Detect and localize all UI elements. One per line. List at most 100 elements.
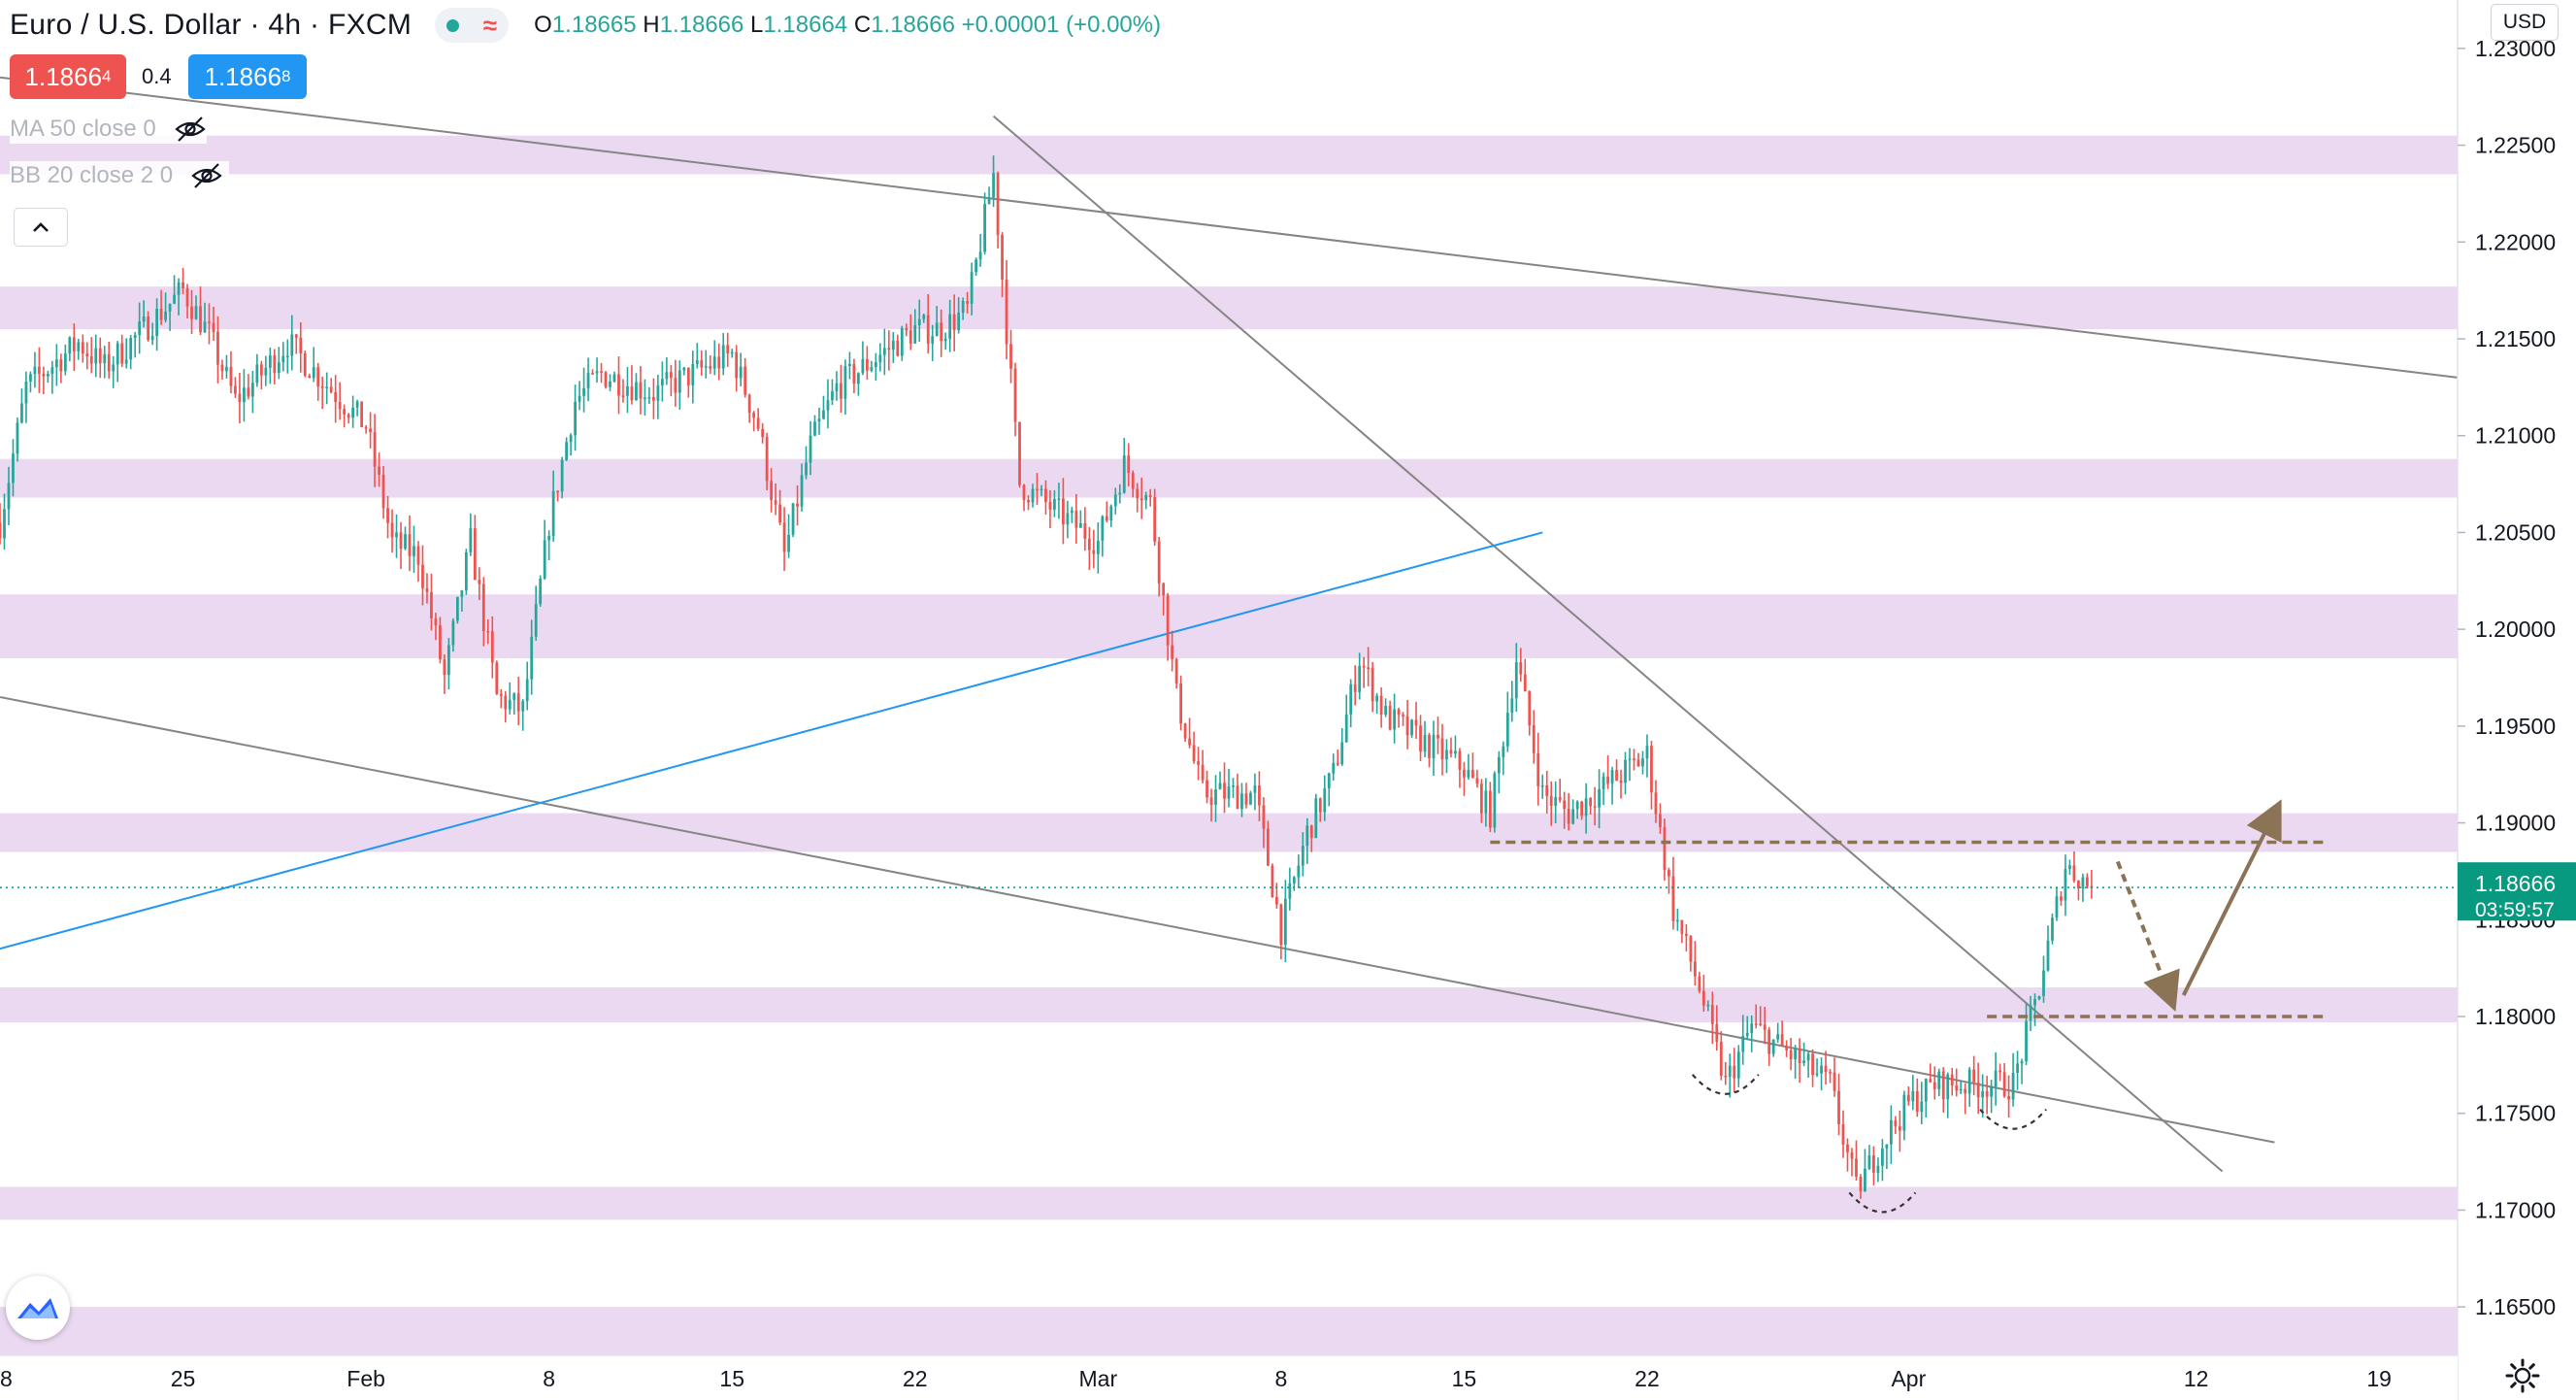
candle-body <box>1745 1032 1749 1037</box>
candle-body <box>970 272 974 304</box>
candle-body <box>203 321 207 333</box>
candle-body <box>490 631 494 663</box>
candle-body <box>1841 1123 1845 1145</box>
candle-body <box>1671 876 1675 921</box>
change-value: +0.00001 (+0.00%) <box>961 12 1162 38</box>
sell-button[interactable]: 1.1866 4 <box>10 54 126 99</box>
candle-body <box>1153 497 1157 542</box>
x-tick-label: 25 <box>171 1366 196 1391</box>
candle-body <box>1850 1151 1854 1159</box>
candle-body <box>586 373 590 388</box>
candle-body <box>2064 869 2067 901</box>
candle-body <box>1759 1023 1763 1025</box>
candle-body <box>1223 783 1226 799</box>
interval-label[interactable]: 4h <box>268 9 302 41</box>
candle-body <box>644 397 646 400</box>
candle-body <box>1741 1036 1745 1052</box>
candle-body <box>1806 1053 1810 1061</box>
candle-body <box>273 355 277 374</box>
candle-body <box>1567 809 1570 824</box>
indicator-bb[interactable]: BB 20 close 2 0 <box>10 161 230 190</box>
y-tick-label: 1.19000 <box>2475 811 2556 836</box>
buy-button[interactable]: 1.1866 8 <box>188 54 307 99</box>
candle-body <box>765 437 769 482</box>
symbol-name[interactable]: Euro / U.S. Dollar <box>10 9 242 41</box>
candle-body <box>1305 825 1309 847</box>
candle-body <box>168 303 172 312</box>
market-status-button[interactable]: ≈ <box>435 8 510 43</box>
candle-body <box>1227 786 1231 799</box>
candle-body <box>1820 1065 1823 1074</box>
candle-body <box>1523 674 1527 692</box>
candle-body <box>1479 783 1483 814</box>
candle-body <box>582 387 585 396</box>
tradingview-logo[interactable] <box>6 1276 70 1340</box>
candle-body <box>774 500 777 505</box>
spread-value: 0.4 <box>142 64 172 88</box>
candle-body <box>138 321 142 335</box>
candle-body <box>150 336 154 341</box>
candle-body <box>98 348 102 364</box>
wave-icon: ≈ <box>482 10 497 40</box>
candle-body <box>116 343 119 365</box>
candle-body <box>1367 667 1371 669</box>
candle-body <box>730 351 734 354</box>
indicator-ma[interactable]: MA 50 close 0 <box>10 115 207 144</box>
candle-body <box>896 340 900 356</box>
sr-zone-1 <box>0 286 2458 330</box>
candle-body <box>1240 793 1243 810</box>
candle-body <box>1018 421 1021 485</box>
candle-body <box>1402 715 1404 717</box>
candle-body <box>534 604 538 637</box>
candle-body <box>225 366 228 372</box>
candle-body <box>1192 745 1196 761</box>
candle-body <box>1179 683 1183 724</box>
y-tick-label: 1.19500 <box>2475 714 2556 739</box>
candle-body <box>917 318 921 326</box>
candle-body <box>1946 1074 1950 1100</box>
candle-body <box>508 699 512 710</box>
candle-body <box>1528 691 1532 726</box>
candle-body <box>1767 1029 1771 1054</box>
candle-body <box>1066 513 1070 525</box>
candle-body <box>805 462 808 476</box>
candle-body <box>1127 455 1131 474</box>
candle-body <box>1148 494 1152 498</box>
candle-body <box>1668 870 1670 877</box>
candle-body <box>943 338 947 342</box>
candle-body <box>1780 1034 1784 1047</box>
buy-price: 1.1866 <box>204 61 282 91</box>
candle-body <box>1802 1060 1805 1063</box>
candle-body <box>905 328 908 331</box>
x-tick-label: 22 <box>1635 1366 1660 1391</box>
candle-body <box>1279 904 1283 946</box>
candle-body <box>2060 896 2063 901</box>
candle-body <box>1044 488 1047 503</box>
candle-body <box>1074 510 1078 528</box>
candle-body <box>865 358 869 371</box>
collapse-legend-button[interactable] <box>14 208 68 247</box>
candle-body <box>983 204 986 252</box>
candle-body <box>726 345 730 353</box>
candle-body <box>852 363 856 384</box>
candle-body <box>721 345 725 369</box>
candle-body <box>752 413 756 418</box>
eye-off-icon[interactable] <box>174 115 207 144</box>
candle-body <box>948 314 952 339</box>
candle-body <box>399 532 403 550</box>
sr-zone-0 <box>0 135 2458 175</box>
symbol-title[interactable]: Euro / U.S. Dollar · 4h · FXCM <box>10 9 413 41</box>
candle-body <box>89 355 93 364</box>
candle-body <box>822 410 825 419</box>
currency-button[interactable]: USD <box>2491 4 2559 41</box>
eye-off-icon[interactable] <box>190 161 223 190</box>
candle-body <box>2068 865 2071 870</box>
candle-body <box>1040 488 1043 491</box>
candle-body <box>1332 762 1336 774</box>
candle-body <box>1833 1072 1836 1091</box>
candle-body <box>142 317 146 322</box>
settings-gear-icon[interactable] <box>2504 1357 2541 1394</box>
candle-body <box>922 315 926 319</box>
